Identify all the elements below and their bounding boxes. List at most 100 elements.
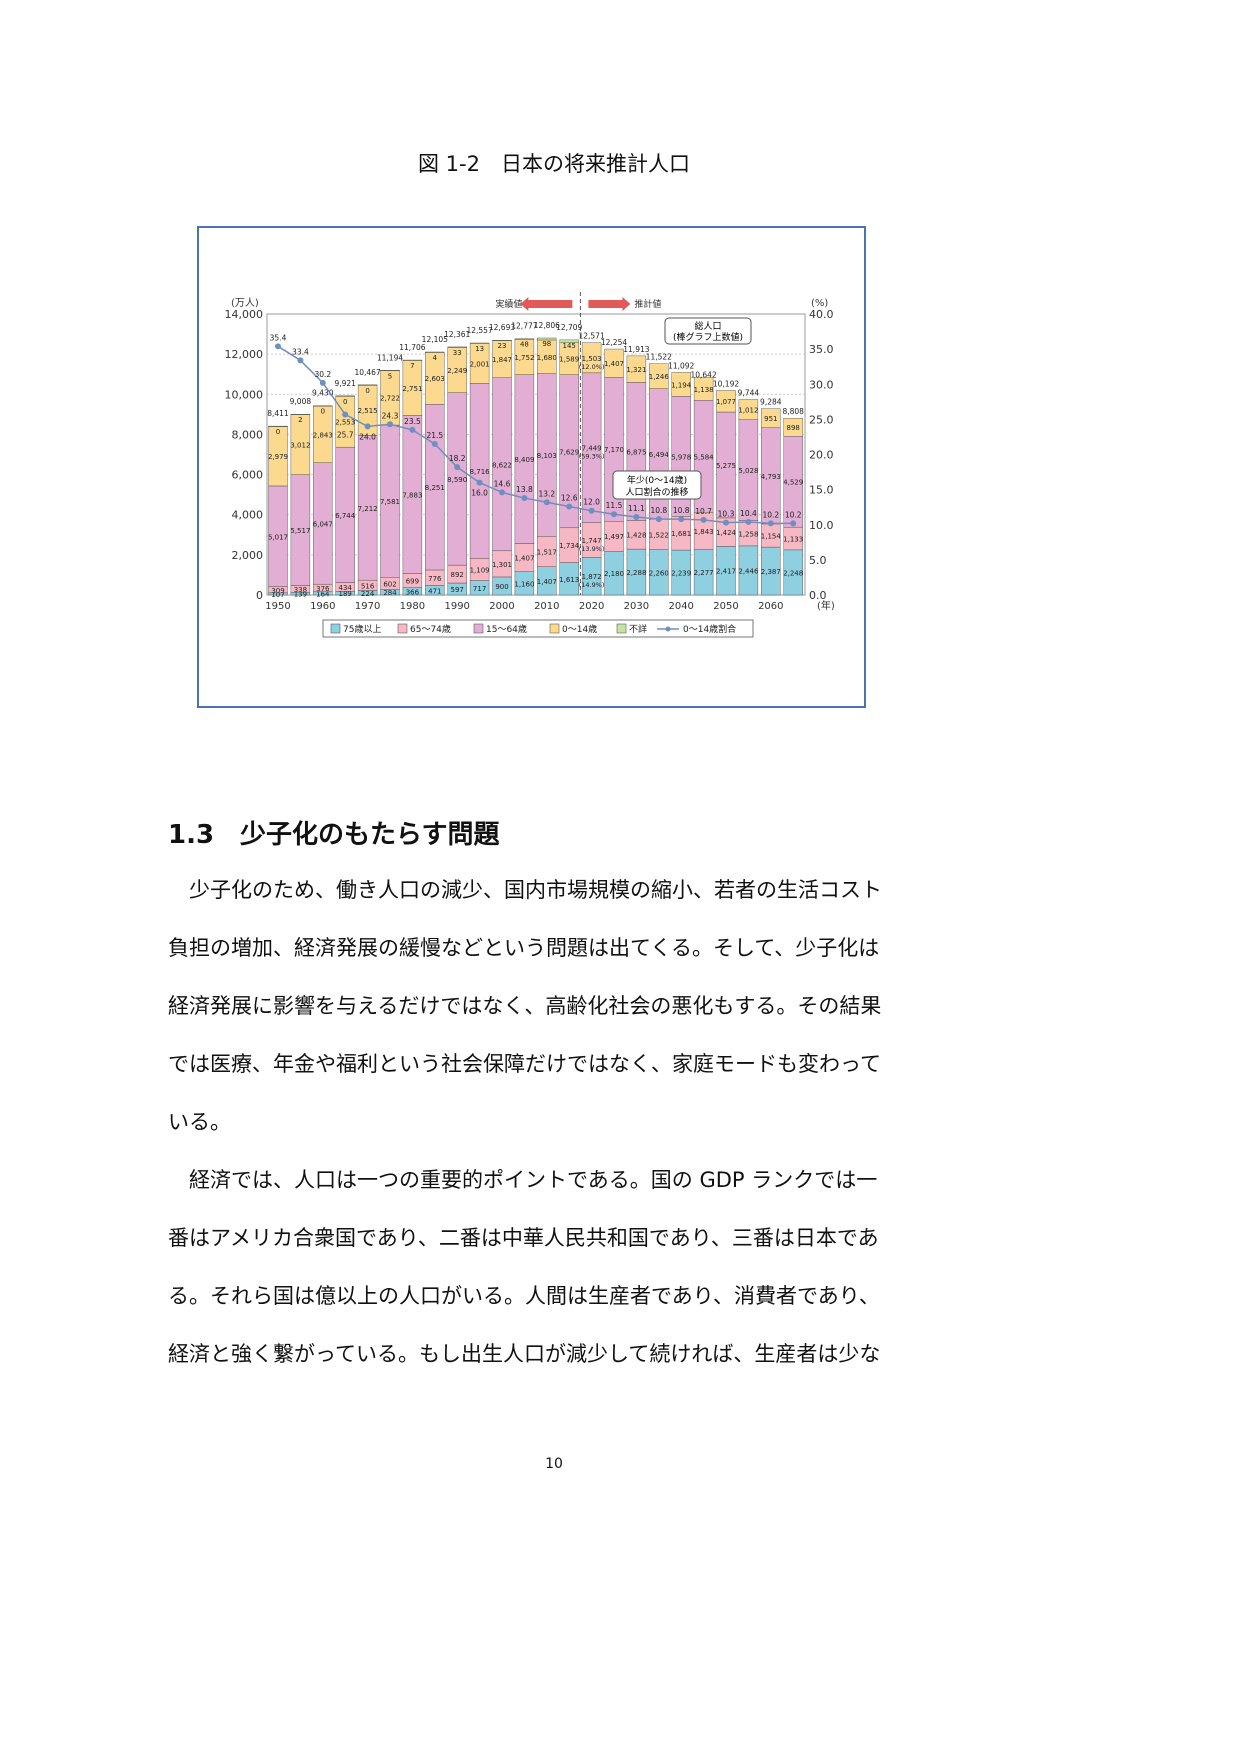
bar-value-label: 1,246 (649, 373, 670, 381)
legend-swatch (616, 623, 627, 634)
bar-value-label: 6,047 (313, 520, 333, 528)
ratio-point (476, 479, 483, 486)
bar-value-label: 1,613 (559, 576, 579, 584)
total-label: 9,008 (290, 397, 312, 406)
ratio-point (566, 503, 573, 510)
bar-value-label: 597 (451, 586, 464, 594)
total-label: 12,361 (444, 330, 470, 339)
bar-segment (447, 346, 467, 348)
bar-value-label: 8,251 (425, 484, 445, 492)
total-label: 11,092 (668, 361, 694, 370)
bar-segment (716, 390, 736, 413)
bar-value-label: 8,716 (470, 468, 491, 476)
bar-value-label: 2,751 (402, 385, 422, 393)
bar-value-label: 2,249 (447, 367, 467, 375)
bar-value-label: 8,103 (537, 452, 557, 460)
ratio-label: 24.0 (359, 432, 376, 441)
callout-ratio-text: 年少(0～14歳) (627, 474, 687, 486)
bar-value-label: 1,752 (514, 354, 534, 362)
x-tick-label: 2000 (489, 601, 514, 612)
body-line: では医療、年金や福利という社会保障だけではなく、家庭モードも変わって (168, 1052, 881, 1076)
legend-label: 75歳以上 (343, 623, 381, 635)
ratio-label: 13.8 (516, 485, 533, 494)
total-label: 12,254 (601, 338, 627, 347)
bar-value-label: 145 (563, 342, 576, 350)
body-line: いる。 (168, 1110, 231, 1134)
bar-value-label: 6,494 (649, 451, 670, 459)
ratio-label: 21.5 (426, 431, 443, 440)
bar-value-label: 284 (383, 589, 397, 597)
x-tick-label: 1980 (400, 601, 425, 612)
x-tick-label: 2010 (534, 601, 559, 612)
total-label: 12,105 (422, 335, 448, 344)
bar-value-label: 1,109 (470, 566, 490, 574)
ratio-label: 14.6 (494, 479, 511, 488)
bar-value-label: 1,517 (537, 549, 557, 557)
bar-segment (649, 363, 669, 389)
ratio-point (588, 507, 595, 514)
total-label: 9,744 (738, 388, 760, 397)
bar-value-label: 5,275 (716, 462, 736, 470)
legend-label: 15～64歳 (486, 623, 527, 635)
bar-value-label: 5 (388, 372, 392, 380)
ratio-point (745, 518, 752, 525)
x-tick-label: 1950 (265, 601, 290, 612)
y-tick-label: 12,000 (225, 348, 264, 361)
bar-value-label: 13 (475, 345, 484, 353)
bar-value-label: 1,428 (626, 532, 646, 540)
bar-value-label: 139 (294, 591, 307, 599)
bar-value-label: 309 (271, 587, 284, 595)
bar-value-label: 164 (316, 590, 330, 598)
x-tick-label: 2050 (713, 601, 738, 612)
section-body: 少子化のため、働き人口の減少、国内市場規模の縮小、若者の生活コスト 負担の増加、経… (168, 870, 948, 1392)
ratio-point (700, 516, 707, 523)
body-line: 番はアメリカ合衆国であり、二番は中華人民共和国であり、三番は日本であ (168, 1226, 879, 1250)
bar-value-label: 2,001 (470, 360, 490, 368)
total-label: 12,693 (489, 323, 515, 332)
bar-value-label: 8,590 (447, 476, 467, 484)
total-label: 9,430 (312, 389, 334, 398)
bar-value-label: 5,584 (694, 453, 715, 461)
bar-segment (671, 372, 691, 397)
legend-label: 65～74歳 (410, 623, 451, 635)
bar-value-label: 1,681 (671, 530, 691, 538)
share-annotation: (14.9%) (579, 581, 605, 589)
body-line: 経済では、人口は一つの重要的ポイントである。国の GDP ランクでは一 (168, 1168, 878, 1192)
bar-segment (268, 425, 288, 427)
figure-caption: 図 1-2 日本の将来推計人口 (418, 152, 690, 176)
total-label: 12,777 (511, 322, 537, 331)
y-tick-label: 10,000 (225, 388, 264, 401)
total-label: 12,709 (556, 323, 582, 332)
ratio-point (431, 440, 438, 447)
ratio-point (655, 516, 662, 523)
bar-value-label: 951 (764, 415, 777, 423)
y2-unit-label: (%) (811, 298, 828, 309)
ratio-point (342, 411, 349, 418)
ratio-point (454, 464, 461, 471)
bar-segment (492, 340, 512, 341)
y2-tick-label: 35.0 (809, 343, 834, 356)
bar-value-label: 2,417 (716, 568, 736, 576)
bar-value-label: 376 (316, 585, 330, 593)
ratio-point (633, 514, 640, 521)
ratio-label: 35.4 (270, 333, 287, 342)
bar-value-label: 1,843 (694, 528, 714, 536)
figure-frame (197, 226, 866, 708)
legend-label: 不詳 (629, 623, 647, 635)
callout-ratio-text: 人口割合の推移 (625, 486, 688, 498)
total-label: 11,522 (646, 353, 672, 362)
legend-marker (665, 626, 671, 632)
bar-value-label: 5,978 (671, 453, 691, 461)
bar-segment (425, 351, 445, 353)
bar-value-label: 1,734 (559, 542, 580, 550)
ratio-label: 24.3 (382, 411, 399, 420)
legend-swatch (397, 623, 408, 634)
bar-value-label: 471 (428, 587, 441, 595)
y2-tick-label: 30.0 (809, 378, 834, 391)
y-tick-label: 8,000 (232, 428, 264, 441)
body-line: 負担の増加、経済発展の緩慢などという問題は出てくる。そして、少子化は (168, 936, 880, 960)
bar-segment (581, 342, 602, 374)
body-line: 経済と強く繋がっている。もし出生人口が減少して続ければ、生産者は少な (168, 1342, 881, 1366)
bar-value-label: 4,529 (783, 479, 803, 487)
bar-segment (738, 399, 759, 420)
